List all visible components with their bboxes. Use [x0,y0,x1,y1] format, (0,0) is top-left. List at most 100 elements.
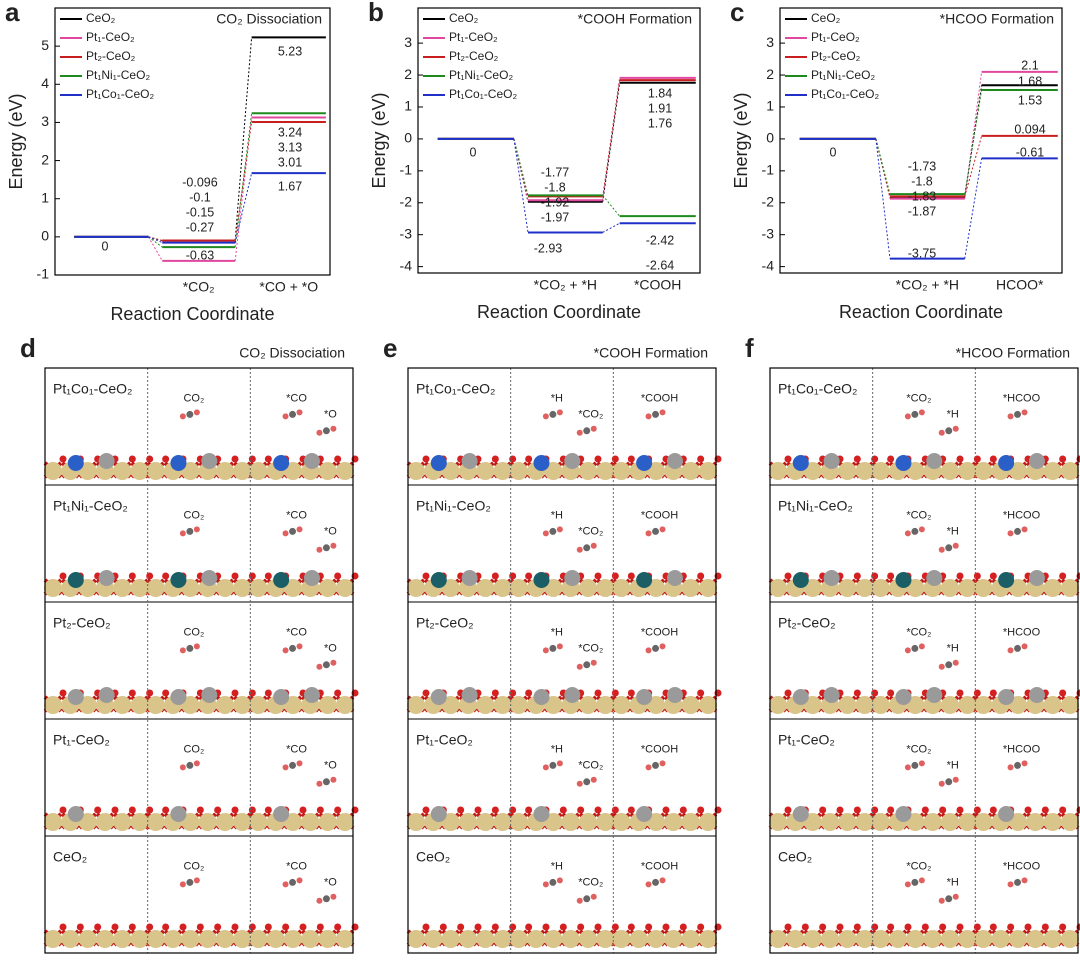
metal-atom [666,570,683,586]
ce-atom [216,462,234,480]
metal-atom [564,570,581,586]
ce-atom [681,813,700,831]
adsorbate-label: *CO₂ [906,509,931,521]
adsorbate-label: *H [551,626,563,638]
adsorbate-label: *CO₂ [906,392,931,404]
o-atom [1059,455,1067,463]
y-tick-label: 2 [41,151,49,167]
molecule-atom [918,877,925,884]
ce-atom [958,462,977,480]
data-label: -3.75 [908,246,937,260]
molecule-atom [952,659,959,666]
molecule-atom [289,761,297,769]
o-atom [853,572,861,580]
adsorbate-label: *CO [286,392,307,404]
adsorbate-label: *H [947,760,959,772]
metal-atom [564,687,581,703]
o-atom [59,689,67,697]
structure-grid [406,453,722,948]
ce-atom [407,813,425,831]
o-atom [59,572,67,580]
ce-atom [821,930,839,948]
ce-atom [647,930,665,948]
ce-atom [61,930,80,948]
ce-atom [301,813,320,831]
molecule-atom [542,764,549,771]
ce-atom [941,462,959,480]
ce-atom [974,813,993,831]
o-atom [921,806,929,814]
o-atom [162,806,170,814]
metal-atom [201,570,218,586]
o-atom [264,923,272,931]
o-atom [887,572,895,580]
ce-atom [249,696,268,714]
ce-atom [249,813,268,831]
panel-frame [769,367,1079,954]
adsorbate-label: *CO [286,860,307,872]
o-atom [697,689,705,697]
molecule-atom [583,544,591,552]
ce-atom [769,930,787,948]
molecule-atom [193,409,200,416]
x-axis-label: Reaction Coordinate [477,302,641,322]
panel-letter: d [20,333,36,363]
metal-atom [67,689,84,705]
adsorbate-label: *CO₂ [906,860,931,872]
ce-atom [941,579,959,597]
ce-atom [130,579,149,597]
data-label: 1.67 [278,179,302,193]
ce-atom [803,579,822,597]
ce-atom [509,813,528,831]
data-label: -0.61 [1016,145,1045,159]
o-atom [627,806,635,814]
ce-atom [769,696,787,714]
molecule-atom [549,878,557,886]
o-atom [162,689,170,697]
y-tick-label: 1 [766,98,774,114]
o-atom [1007,923,1015,931]
molecule-atom [322,544,330,552]
legend-label: Pt₁-CeO₂ [86,30,135,44]
ce-atom [113,462,132,480]
molecule-atom [186,410,194,418]
molecule-atom [330,659,337,666]
molecule-atom [576,663,583,670]
legend-label: Pt₁Ni₁-CeO₂ [86,68,150,82]
data-label: 0 [830,145,837,159]
ce-atom [1009,930,1027,948]
ce-atom [1061,930,1079,948]
ce-atom [871,462,890,480]
ce-atom [561,930,580,948]
connector [875,138,891,195]
metal-atom [273,689,290,705]
ce-atom [612,579,631,597]
molecule-atom [652,878,660,886]
panel-letter: c [730,0,744,27]
ce-atom [318,813,337,831]
molecule-atom [1007,881,1014,888]
o-atom [457,806,465,814]
molecule-atom [1007,764,1014,771]
molecule-atom [316,780,323,787]
adsorbate-label: *H [947,526,959,538]
molecule-atom [282,530,289,537]
o-atom [179,923,187,931]
ce-atom [113,930,132,948]
o-atom [784,572,792,580]
adsorbate-label: *CO₂ [578,409,603,421]
molecule-atom [659,877,666,884]
metal-atom [98,453,115,469]
molecule-atom [904,413,911,420]
o-atom [887,923,895,931]
ce-atom [1009,462,1027,480]
o-atom [853,806,861,814]
ce-atom [958,579,977,597]
adsorbate-label: *O [324,409,337,421]
ce-atom [78,696,97,714]
molecule-atom [556,760,563,767]
ce-atom [284,579,302,597]
adsorbate-label: *COOH [641,509,678,521]
o-atom [887,689,895,697]
